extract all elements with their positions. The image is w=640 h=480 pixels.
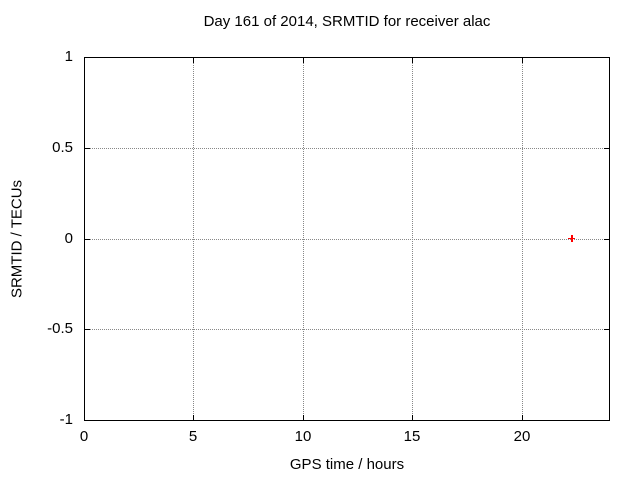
y-tick-left (85, 420, 90, 421)
y-gridline (85, 148, 609, 149)
y-tick-right (604, 57, 609, 58)
y-gridline (85, 329, 609, 330)
y-tick-left (85, 329, 90, 330)
x-tick-bottom (522, 415, 523, 420)
x-tick-top (303, 58, 304, 63)
y-tick-left (85, 57, 90, 58)
x-tick-top (193, 58, 194, 63)
x-tick-top (412, 58, 413, 63)
x-tick-top (522, 58, 523, 63)
x-tick-label: 10 (294, 428, 312, 445)
y-tick-left (85, 148, 90, 149)
y-tick-label: 1 (64, 48, 73, 65)
y-tick-right (604, 420, 609, 421)
y-tick-label: -1 (59, 411, 73, 428)
x-tick-bottom (303, 415, 304, 420)
y-tick-label: 0 (64, 230, 73, 247)
x-tick-bottom (412, 415, 413, 420)
y-tick-right (604, 148, 609, 149)
x-tick-label: 5 (188, 428, 198, 445)
data-point-marker (567, 234, 576, 243)
y-tick-right (604, 239, 609, 240)
chart-title: Day 161 of 2014, SRMTID for receiver ala… (203, 13, 491, 30)
x-tick-bottom (193, 415, 194, 420)
x-tick-top (84, 58, 85, 63)
y-tick-left (85, 239, 90, 240)
y-tick-label: -0.5 (47, 320, 73, 337)
x-axis-label: GPS time / hours (289, 456, 405, 473)
x-tick-label: 15 (403, 428, 421, 445)
x-tick-label: 0 (79, 428, 89, 445)
plus-marker-vertical (571, 235, 573, 242)
y-gridline (85, 239, 609, 240)
x-tick-bottom (84, 415, 85, 420)
x-tick-label: 20 (513, 428, 531, 445)
y-tick-right (604, 329, 609, 330)
y-tick-label: 0.5 (52, 139, 73, 156)
